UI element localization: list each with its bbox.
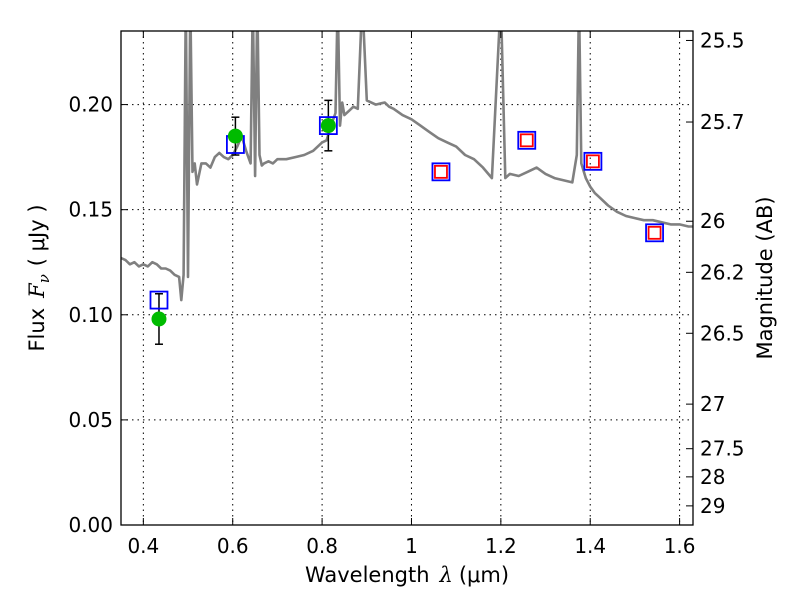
model-photometry-blue-marker <box>583 151 603 171</box>
model-photometry-red-marker <box>519 133 534 148</box>
model-photometry-blue-marker <box>431 162 451 182</box>
model-photometry-red-marker <box>434 164 448 179</box>
plot-area <box>121 31 693 345</box>
x-tick-label: 0.8 <box>306 534 338 558</box>
magnitude-tick-label: 27 <box>700 392 725 416</box>
x-tick-label: 1 <box>405 534 418 558</box>
x-tick-label: 1.4 <box>574 534 606 558</box>
y2-axis-title: Magnitude (AB) <box>753 196 777 359</box>
grid-lines <box>121 31 693 526</box>
magnitude-tick-label: 29 <box>700 494 725 518</box>
axis-ticks: 0.4 0.6 0.8 1 1.2 1.4 1.6 0.00 0.05 0.10 0.15 0.20 2… <box>68 28 744 558</box>
y-tick-label: 0.00 <box>68 513 113 537</box>
x-tick-label: 0.6 <box>217 534 249 558</box>
magnitude-tick-label: 26.5 <box>700 321 745 345</box>
magnitude-tick-label: 25.5 <box>700 28 745 52</box>
model-photometry-blue-marker <box>517 130 537 150</box>
model-photometry-blue-marker <box>149 290 169 310</box>
spectrum-line <box>121 31 693 302</box>
plot-frame <box>120 30 694 526</box>
x-tick-label: 0.4 <box>127 534 159 558</box>
magnitude-tick-label: 25.7 <box>700 110 745 134</box>
observed-flux-point <box>151 311 167 327</box>
model-photometry-blue-marker <box>645 223 664 243</box>
observed-flux-point <box>320 118 336 134</box>
y-tick-label: 0.15 <box>68 198 113 222</box>
x-axis-title: Wavelength λ (μm) <box>305 563 509 587</box>
magnitude-tick-label: 26.2 <box>700 260 745 284</box>
y-tick-label: 0.20 <box>68 93 113 117</box>
magnitude-tick-label: 26 <box>700 209 725 233</box>
observed-flux-point <box>227 128 243 144</box>
y-axis-title: FluxFν( μJy ) <box>25 204 53 351</box>
y-tick-label: 0.10 <box>68 303 113 327</box>
y-tick-label: 0.05 <box>68 408 113 432</box>
magnitude-tick-label: 28 <box>700 465 725 489</box>
x-tick-label: 1.6 <box>664 534 696 558</box>
model-photometry-red-marker <box>586 154 600 169</box>
x-tick-label: 1.2 <box>485 534 517 558</box>
magnitude-tick-label: 27.5 <box>700 437 745 461</box>
model-photometry-red-marker <box>647 225 662 240</box>
model-photometry-blue-marker <box>318 116 338 135</box>
